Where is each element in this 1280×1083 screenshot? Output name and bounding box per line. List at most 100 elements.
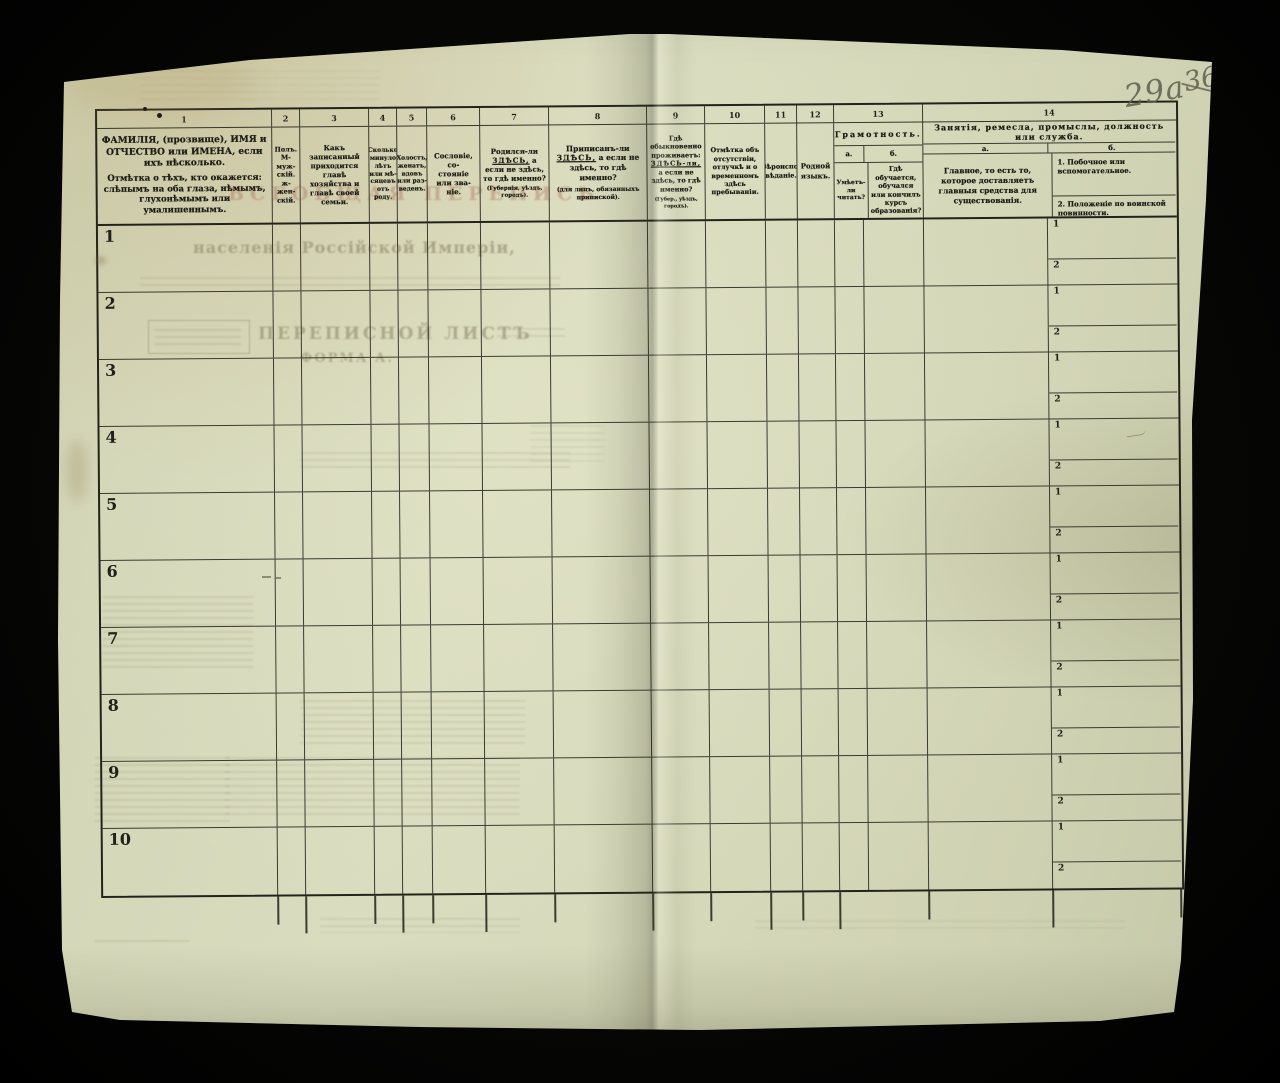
row-cell (397, 223, 429, 290)
row-cell (766, 354, 800, 421)
subcell-label: 2 (1054, 461, 1062, 472)
row-cell (373, 625, 402, 692)
header-residence-text: Гдѣ обыкновенно проживаетъ: ЗДѢСЬ-ли, а … (650, 134, 702, 194)
subcell-label: 2 (1056, 729, 1064, 740)
row-number: 6 (106, 561, 118, 581)
ghost-smudge (530, 425, 605, 465)
row-cell (867, 688, 929, 755)
row-cell (481, 356, 552, 423)
col-number-7: 7 (480, 107, 550, 125)
row-cell (303, 491, 373, 559)
subcell-label: 1 (1054, 420, 1061, 431)
row-cell (838, 688, 869, 756)
row-cell (798, 354, 837, 421)
row-cell (866, 554, 928, 621)
row-cell (276, 693, 306, 760)
col-number-13: 13 (833, 104, 924, 123)
subcell-label: 2 (1057, 863, 1065, 874)
header-birthplace-note: (Губернія, уѣздъ, городъ). (486, 185, 543, 199)
literacy-subheaders: Умѣетъ- ли читать? Гдѣ обучается, обучал… (834, 162, 922, 219)
row-cell (800, 488, 838, 555)
row-cell (480, 222, 551, 289)
line-stub (1180, 889, 1182, 918)
row-cell (925, 486, 1051, 554)
ghost-smudge (103, 596, 253, 672)
row-cell (709, 689, 771, 757)
occupation-subheaders: Главное, то есть то, которое доставляетъ… (923, 152, 1176, 218)
occupation-subcell: 2 (1053, 861, 1181, 888)
row-cell (924, 352, 1050, 420)
row-cell-name: 5 (100, 492, 276, 560)
row-cell (483, 557, 554, 624)
row-cell (709, 622, 770, 690)
row-number: 2 (104, 293, 116, 313)
row-cell (553, 690, 653, 758)
subcell-label: 1 (1056, 688, 1063, 699)
row-cell (802, 823, 841, 891)
row-cell (837, 554, 868, 622)
col-header-age: Сколько минуло лѣтъ или мѣ- сяцевъ отъ р… (369, 126, 398, 222)
row-cell (430, 557, 485, 625)
occupation-subcell: 2 (1049, 393, 1177, 419)
pencil-dash (262, 576, 271, 578)
literacy-a-label: а. (834, 145, 865, 163)
row-cell (431, 691, 486, 759)
row-cell (402, 826, 434, 894)
row-cell (868, 822, 930, 890)
col-header-literacy: Грамотность. а. б. Умѣетъ- ли читать? Гд… (834, 122, 924, 219)
row-cell (927, 687, 1053, 755)
row-cell (710, 823, 772, 892)
ghost-smudge (300, 452, 570, 468)
row-cell (799, 421, 837, 488)
row-cell (766, 287, 799, 354)
row-cell-name: 6 (100, 559, 277, 627)
row-cell-name: 9 (102, 760, 278, 828)
col-number-1: 1 (97, 109, 273, 128)
col-number-5: 5 (397, 108, 428, 126)
occupation-side-header: 1. Побочное или вспомогательное. (1052, 152, 1176, 197)
row-cell-name: 10 (102, 827, 279, 896)
row-number: 3 (104, 360, 117, 380)
census-table: 1 2 3 4 5 6 7 8 9 10 11 12 13 14 (95, 100, 1185, 934)
row-cell (648, 288, 707, 355)
row-cell (400, 491, 431, 558)
literacy-sublabels: а. б. (834, 145, 923, 164)
subcell-label: 1 (1053, 353, 1061, 364)
col-header-sex: Полъ. М-муж- скій. ж-жен- скій. (272, 127, 301, 223)
subcell-label: 2 (1055, 595, 1063, 606)
row-cell (928, 754, 1053, 822)
col-header-estate: Сословіе, со- стояніе или зва- ніе. (427, 125, 481, 222)
ghost-smudge (497, 328, 565, 339)
row-cell (429, 423, 484, 491)
row-cell (650, 556, 710, 623)
subcell-label: 1 (1052, 219, 1060, 230)
line-stub (485, 894, 487, 932)
row-cell (837, 487, 867, 555)
line-stub (554, 894, 556, 923)
bottom-shading (60, 945, 1200, 1030)
table-row: 10 1 2 (102, 820, 1182, 896)
row-cell (768, 555, 802, 622)
row-cell (651, 623, 710, 690)
row-cell (300, 223, 371, 291)
subcell-label: 1 (1056, 621, 1063, 632)
subcell-label: 1 (1057, 755, 1064, 766)
occupation-main-header: Главное, то есть то, которое доставляетъ… (923, 153, 1053, 218)
row-cell-name: 1 (97, 224, 274, 292)
row-cell (276, 626, 305, 693)
row-cell (864, 353, 926, 420)
header-residence-note: (Губер., уѣздъ, городъ). (654, 196, 698, 210)
line-stub (928, 891, 930, 920)
row-cell (767, 421, 800, 488)
row-cell (430, 490, 484, 558)
row-cell (301, 357, 372, 425)
col-number-12: 12 (796, 105, 835, 123)
row-cell (370, 290, 399, 357)
row-cell (399, 424, 431, 491)
row-cell (549, 221, 649, 289)
